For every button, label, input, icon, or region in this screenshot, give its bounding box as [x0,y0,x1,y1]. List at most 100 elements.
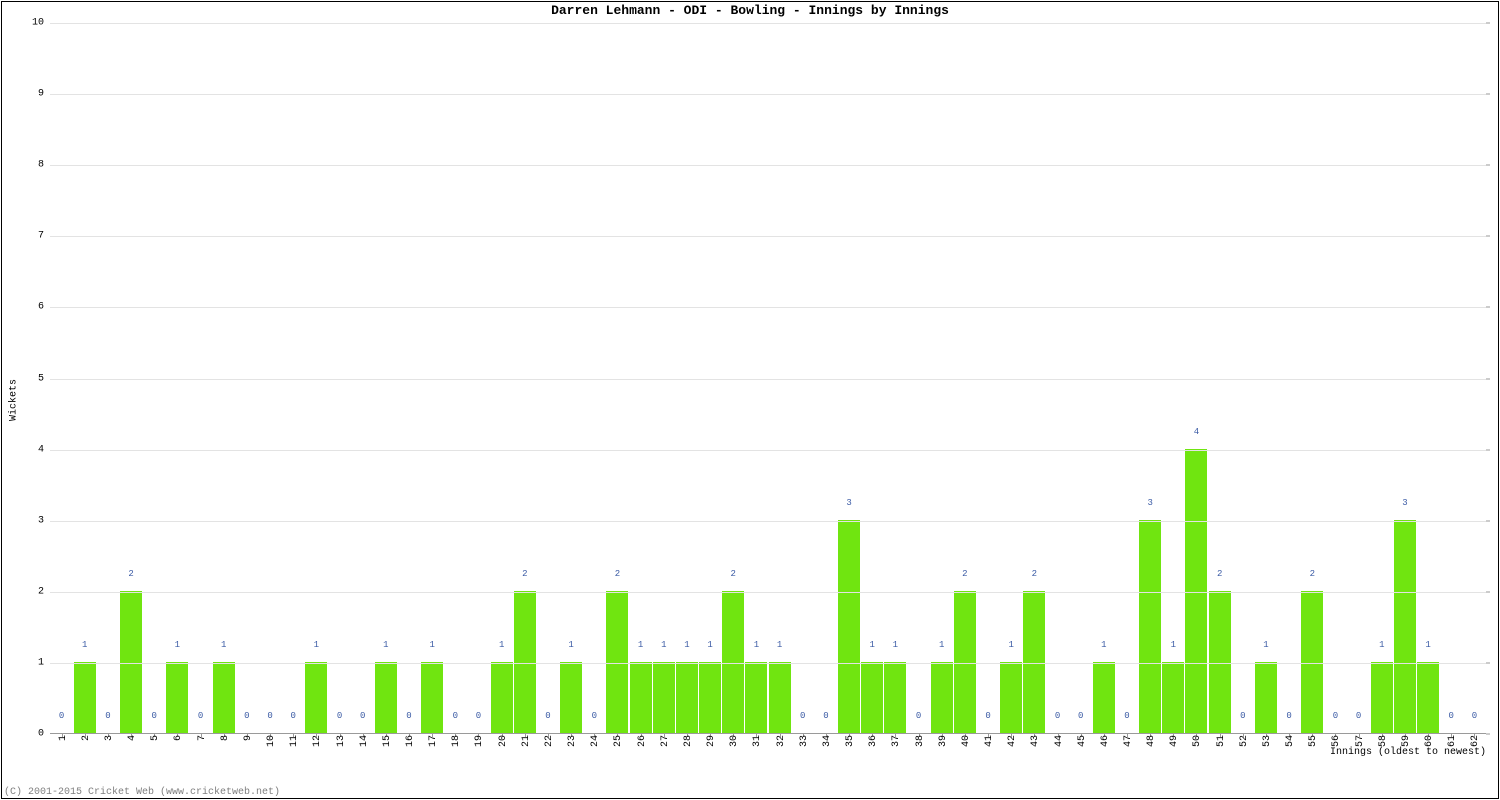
x-tick-label: 46 [1100,733,1111,747]
x-tick-label: 12 [312,733,323,747]
bar-value-label: 0 [1240,711,1245,721]
bar-value-label: 0 [476,711,481,721]
bar [884,662,906,733]
bar-value-label: 0 [823,711,828,721]
x-tick-label: 26 [637,733,648,747]
plot-area: 0102010100010010100120102111121100311012… [50,23,1486,734]
x-tick-label: 45 [1077,733,1088,747]
x-tick-label: 13 [336,733,347,747]
ytick-mark [1486,734,1490,735]
bar-value-label: 1 [1425,640,1430,650]
x-tick-label: 6 [173,733,184,741]
gridline [50,592,1486,593]
ytick-mark [1486,591,1490,592]
x-tick-label: 17 [428,733,439,747]
bar [630,662,652,733]
bar-value-label: 1 [429,640,434,650]
bar-value-label: 2 [1217,569,1222,579]
x-tick-label: 1 [58,733,69,741]
bar [745,662,767,733]
y-tick-label: 6 [38,302,44,313]
bar [1371,662,1393,733]
x-tick-label: 18 [451,733,462,747]
bar-value-label: 0 [1055,711,1060,721]
x-tick-label: 52 [1239,733,1250,747]
bar-value-label: 0 [800,711,805,721]
x-tick-label: 2 [81,733,92,741]
ytick-mark [1486,520,1490,521]
bar [491,662,513,733]
x-tick-label: 32 [776,733,787,747]
x-tick-label: 19 [474,733,485,747]
bar-value-label: 2 [128,569,133,579]
x-tick-label: 27 [660,733,671,747]
bar-value-label: 0 [1078,711,1083,721]
gridline [50,165,1486,166]
x-tick-label: 58 [1378,733,1389,747]
bar-value-label: 0 [290,711,295,721]
gridline [50,94,1486,95]
bar-value-label: 0 [198,711,203,721]
bar [838,520,860,733]
bar [769,662,791,733]
x-tick-label: 5 [150,733,161,741]
bar [676,662,698,733]
bar [74,662,96,733]
ytick-mark [1486,449,1490,450]
x-tick-label: 34 [822,733,833,747]
bar-value-label: 0 [337,711,342,721]
y-tick-label: 2 [38,586,44,597]
bar [421,662,443,733]
x-tick-label: 47 [1123,733,1134,747]
bar-value-label: 2 [1310,569,1315,579]
bar [213,662,235,733]
x-tick-label: 61 [1447,733,1458,747]
x-tick-label: 59 [1401,733,1412,747]
x-tick-label: 23 [567,733,578,747]
gridline [50,450,1486,451]
chart-title: Darren Lehmann - ODI - Bowling - Innings… [0,3,1500,18]
x-tick-label: 54 [1285,733,1296,747]
bar [861,662,883,733]
gridline [50,23,1486,24]
gridline [50,307,1486,308]
bar-value-label: 1 [661,640,666,650]
bar [1162,662,1184,733]
x-tick-label: 36 [868,733,879,747]
x-tick-label: 37 [891,733,902,747]
bar [699,662,721,733]
x-tick-label: 38 [915,733,926,747]
x-tick-label: 48 [1146,733,1157,747]
bar-value-label: 0 [1472,711,1477,721]
x-tick-label: 57 [1355,733,1366,747]
bar [931,662,953,733]
bar-value-label: 1 [568,640,573,650]
bar-value-label: 1 [777,640,782,650]
x-tick-label: 40 [961,733,972,747]
bar-value-label: 2 [615,569,620,579]
bar [1185,449,1207,733]
ytick-mark [1486,307,1490,308]
bar-value-label: 0 [105,711,110,721]
x-tick-label: 16 [405,733,416,747]
y-tick-label: 3 [38,515,44,526]
bar-value-label: 1 [314,640,319,650]
x-tick-label: 10 [266,733,277,747]
gridline [50,379,1486,380]
x-tick-label: 11 [289,733,300,747]
bar-value-label: 1 [870,640,875,650]
bar [375,662,397,733]
x-tick-label: 9 [243,733,254,741]
bar-value-label: 2 [962,569,967,579]
ytick-mark [1486,662,1490,663]
y-tick-label: 5 [38,373,44,384]
y-tick-label: 9 [38,89,44,100]
x-tick-label: 43 [1030,733,1041,747]
ytick-mark [1486,165,1490,166]
bar-value-label: 3 [1147,498,1152,508]
y-tick-label: 0 [38,729,44,740]
x-tick-label: 21 [521,733,532,747]
bar-value-label: 2 [1032,569,1037,579]
bar-value-label: 1 [1101,640,1106,650]
bar-value-label: 1 [893,640,898,650]
